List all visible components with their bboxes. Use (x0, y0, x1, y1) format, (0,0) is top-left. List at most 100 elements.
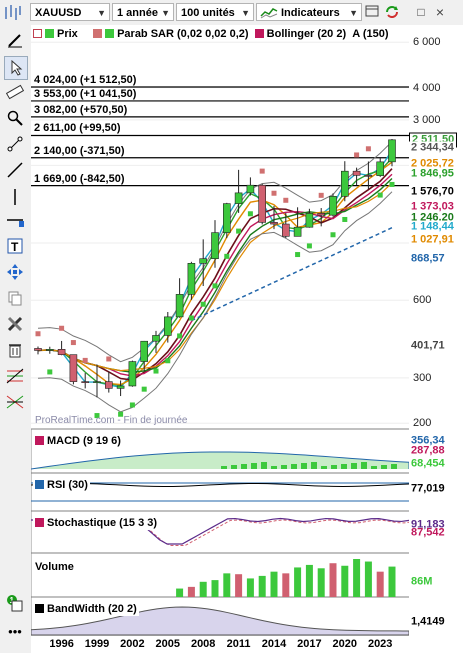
pencil-icon[interactable] (4, 29, 26, 51)
volume-bar (353, 559, 361, 597)
macd-histogram-bar (381, 465, 387, 469)
axis-tick-label: 200 (413, 417, 432, 430)
indicators-label: Indicateurs (281, 7, 340, 19)
candle-body (105, 381, 113, 389)
refresh-icon[interactable] (384, 4, 400, 20)
time-tick-label: 2020 (332, 638, 358, 650)
indicator-tag: 68,454 (411, 457, 445, 470)
sar-dot (247, 211, 253, 217)
ruler-icon[interactable] (4, 81, 26, 103)
candle-body (364, 175, 373, 177)
alert-icon[interactable]: 1 (4, 591, 26, 613)
cursor-icon[interactable] (4, 56, 28, 80)
candle-body (152, 335, 160, 342)
candle-body (116, 385, 125, 389)
price-tag: 1 846,95 (409, 167, 456, 181)
candle-body (223, 203, 231, 233)
volume-bar (341, 565, 349, 597)
layout-icon[interactable] (364, 4, 380, 20)
sar-dot (141, 386, 147, 392)
panel-swatch (35, 604, 44, 613)
fan-icon[interactable] (4, 391, 26, 413)
horizontal-line-icon[interactable] (4, 209, 26, 231)
chart-area[interactable]: 4 024,00 (+1 512,50) 3 553,00 (+1 041,50)… (30, 25, 413, 636)
sar-dot (177, 333, 183, 339)
sar-dot (118, 411, 124, 417)
candle-body (376, 161, 385, 176)
units-select[interactable]: 100 unités ▼ (176, 3, 254, 21)
fibonacci-icon[interactable] (4, 365, 26, 387)
indicator-tag: 1,4149 (411, 615, 445, 628)
price-tag: 401,71 (409, 339, 447, 353)
panel-label[interactable]: RSI (30) (33, 478, 90, 492)
panel-label[interactable]: BandWidth (20 2) (33, 602, 139, 616)
segment-icon[interactable] (4, 133, 26, 155)
sar-down-swatch (93, 29, 103, 38)
price-level-label: 2 611,00 (+99,50) (33, 122, 122, 135)
sar-dot (153, 368, 159, 374)
panel-label[interactable]: Stochastique (15 3 3) (33, 516, 160, 530)
sar-dot (129, 402, 135, 408)
candle-body (246, 184, 255, 194)
price-level-label: 4 024,00 (+1 512,50) (33, 74, 138, 86)
time-tick-label: 2014 (261, 638, 287, 650)
sar-up-swatch (105, 29, 115, 38)
zoom-icon[interactable] (4, 107, 26, 129)
volume-bar (364, 561, 372, 597)
sar-dot (354, 152, 360, 158)
sar-dot (47, 369, 53, 375)
bollinger-legend-label: Bollinger (20 2) (266, 28, 347, 40)
axis-tick-label: 6 000 (413, 36, 441, 49)
macd-histogram-bar (391, 464, 397, 469)
close-button[interactable]: × (435, 4, 445, 20)
price-level-label: 1 669,00 (-842,50) (33, 172, 126, 185)
macd-histogram-bar (221, 466, 227, 469)
indicator-tag: 77,019 (411, 482, 445, 495)
price-swatch (33, 29, 42, 38)
projection-dashed-line (191, 227, 393, 322)
price-legend: Prix Parab SAR (0,02 0,02 0,2) Bollinger… (33, 27, 389, 41)
time-tick-label: 1999 (84, 638, 110, 650)
candle-body (93, 381, 101, 383)
chart-svg (30, 25, 413, 636)
trash-icon[interactable] (4, 339, 26, 361)
macd-histogram-bar (301, 463, 307, 469)
candle-body (69, 354, 78, 382)
axis-tick-label: 3 000 (413, 113, 441, 126)
text-icon[interactable]: T (4, 235, 26, 257)
trendline-icon[interactable] (4, 159, 26, 181)
more-icon[interactable]: ••• (8, 624, 22, 639)
volume-bar (246, 578, 254, 597)
panel-label[interactable]: MACD (9 19 6) (33, 434, 123, 448)
panel-label-text: MACD (9 19 6) (47, 435, 121, 447)
macd-histogram-bar (271, 466, 277, 469)
candle-body (305, 213, 314, 228)
sar-dot (259, 168, 265, 174)
panel-label-text: Volume (35, 561, 74, 573)
volume-bar (376, 571, 384, 597)
copy-icon[interactable] (4, 287, 26, 309)
macd-histogram-bar (371, 466, 377, 469)
period-select[interactable]: 1 année ▼ (112, 3, 174, 21)
sar-dot (188, 315, 194, 321)
chevron-down-icon: ▼ (241, 8, 250, 18)
units-label: 100 unités (181, 7, 235, 19)
maximize-button[interactable]: □ (417, 5, 425, 19)
sar-dot (59, 325, 65, 331)
vertical-line-icon[interactable] (4, 185, 26, 207)
time-tick-label: 2023 (367, 638, 393, 650)
volume-bar (270, 571, 278, 597)
volume-bar (199, 581, 207, 597)
rsi-line (30, 483, 410, 488)
tools-icon[interactable] (4, 313, 26, 335)
chart-type-icon[interactable] (2, 1, 24, 23)
indicators-button[interactable]: Indicateurs ▼ (256, 3, 362, 21)
symbol-select[interactable]: XAUUSD ▼ (30, 3, 110, 21)
time-axis[interactable]: 1996 1999 2002 2005 2008 2011 2014 2017 2020 2023 (31, 635, 409, 654)
svg-text:T: T (11, 240, 19, 254)
time-tick-label: 2005 (155, 638, 181, 650)
symbol-label: XAUUSD (35, 7, 82, 19)
move-icon[interactable] (4, 261, 26, 283)
panel-label[interactable]: Volume (33, 560, 76, 574)
